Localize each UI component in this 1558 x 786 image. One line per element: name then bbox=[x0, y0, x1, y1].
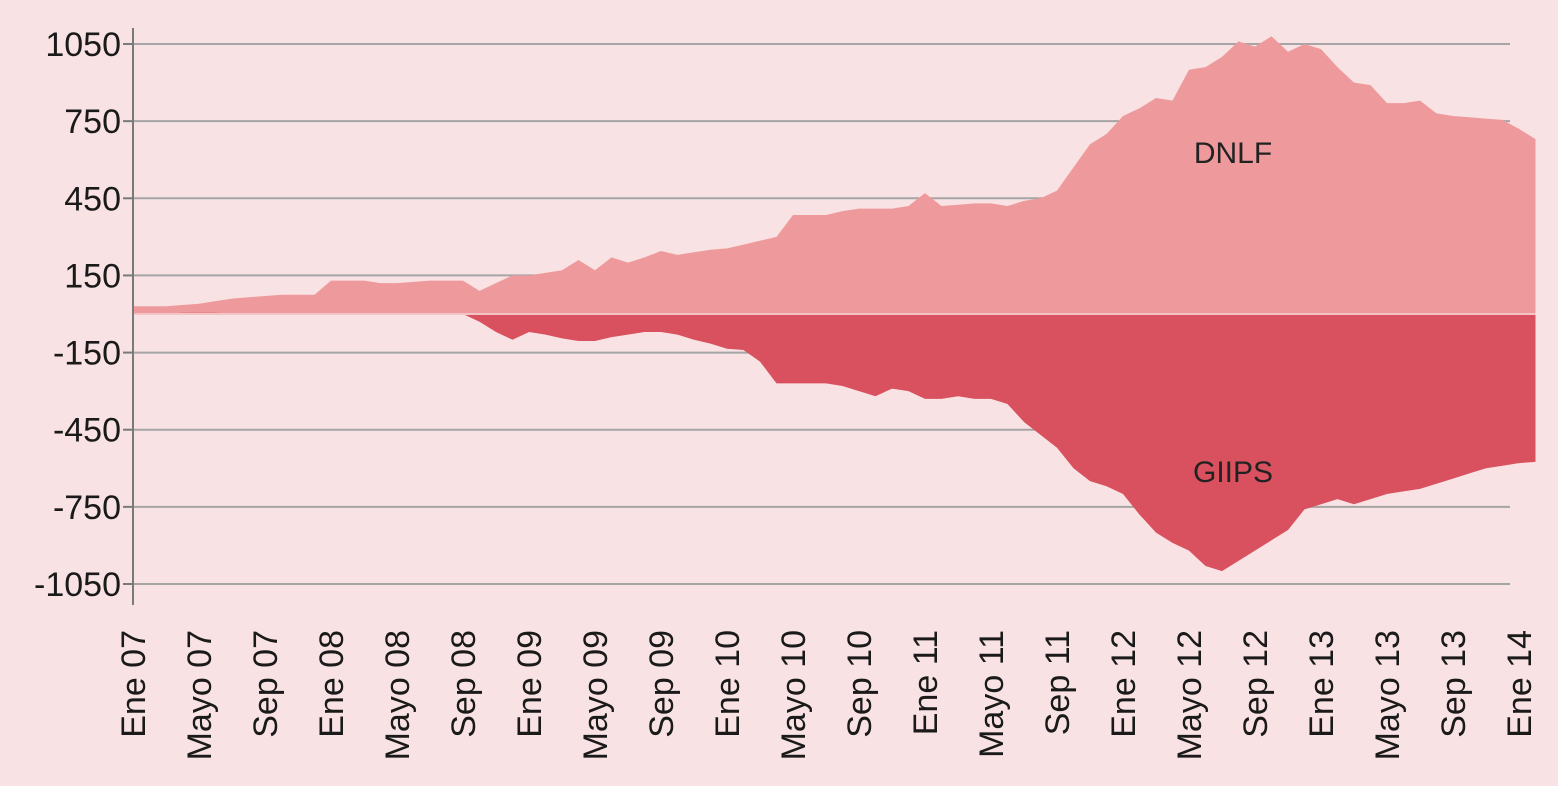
x-tick-label: Mayo 11 bbox=[973, 630, 1011, 758]
x-tick-label: Ene 09 bbox=[511, 630, 549, 738]
series-areas bbox=[133, 36, 1536, 572]
axes bbox=[123, 28, 134, 605]
x-tick-label: Ene 13 bbox=[1303, 630, 1341, 738]
x-tick-label: Sep 11 bbox=[1039, 630, 1077, 735]
x-tick-label: Ene 12 bbox=[1105, 630, 1143, 738]
x-tick-label: Sep 10 bbox=[841, 630, 879, 738]
y-tick-label: 450 bbox=[64, 180, 121, 218]
x-tick-label: Sep 09 bbox=[643, 630, 681, 738]
y-tick-label: 1050 bbox=[45, 26, 121, 64]
y-tick-label: -450 bbox=[53, 412, 121, 450]
x-tick-label: Mayo 10 bbox=[775, 630, 813, 760]
x-tick-label: Ene 14 bbox=[1501, 630, 1539, 738]
series-area-giips bbox=[133, 312, 1536, 572]
series-label-giips: GIIPS bbox=[1193, 456, 1273, 489]
x-tick-label: Mayo 12 bbox=[1171, 630, 1209, 760]
x-tick-label: Mayo 09 bbox=[577, 630, 615, 760]
x-tick-label: Ene 08 bbox=[313, 630, 351, 738]
series-label-dnlf: DNLF bbox=[1194, 137, 1272, 170]
x-tick-label: Ene 07 bbox=[115, 630, 153, 738]
y-tick-label: 750 bbox=[64, 103, 121, 141]
x-tick-label: Mayo 08 bbox=[379, 630, 417, 760]
y-tick-label: -1050 bbox=[34, 566, 121, 604]
x-tick-label: Ene 11 bbox=[907, 630, 945, 735]
x-tick-label: Sep 12 bbox=[1237, 630, 1275, 738]
y-tick-labels: 1050 750 450 150 -150 -450 -750 -1050 bbox=[34, 26, 121, 604]
y-tick-label: -750 bbox=[53, 489, 121, 527]
y-tick-label: -150 bbox=[53, 335, 121, 373]
x-tick-label: Sep 07 bbox=[247, 630, 285, 738]
x-tick-label: Mayo 13 bbox=[1369, 630, 1407, 760]
y-tick-label: 150 bbox=[64, 257, 121, 295]
x-tick-labels: Ene 07 Mayo 07 Sep 07 Ene 08 Mayo 08 Sep 08 En… bbox=[115, 630, 1539, 760]
x-tick-label: Sep 08 bbox=[445, 630, 483, 738]
x-tick-label: Ene 10 bbox=[709, 630, 747, 738]
series-area-dnlf bbox=[133, 36, 1536, 315]
x-tick-label: Sep 13 bbox=[1435, 630, 1473, 738]
x-tick-label: Mayo 07 bbox=[181, 630, 219, 760]
